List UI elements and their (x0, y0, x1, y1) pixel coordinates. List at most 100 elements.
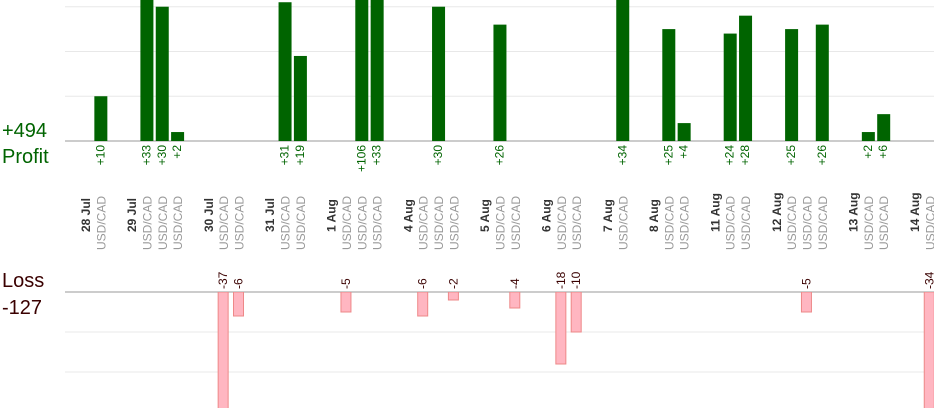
pair-label: USD/CAD (662, 196, 676, 250)
profit-bar (94, 96, 108, 141)
loss-bar (417, 292, 429, 317)
pair-label: USD/CAD (570, 196, 584, 250)
profit-bar (785, 29, 799, 141)
date-label: 11 Aug (708, 193, 722, 232)
loss-bar (447, 292, 459, 301)
profit-bar (616, 0, 630, 141)
pair-label: USD/CAD (877, 196, 891, 250)
value-label: -6 (416, 278, 430, 289)
date-label: 29 Jul (125, 198, 139, 232)
loss-bar (570, 292, 582, 333)
date-label: 7 Aug (601, 199, 615, 232)
loss-grid (65, 291, 934, 373)
pair-label: USD/CAD (447, 196, 461, 250)
value-label: -6 (232, 278, 246, 289)
value-label: +106 (354, 145, 368, 172)
profit-bar (355, 0, 369, 141)
pair-label: USD/CAD (555, 196, 569, 250)
value-label: -34 (922, 271, 934, 289)
pair-label: USD/CAD (294, 196, 308, 250)
loss-bar (800, 292, 812, 313)
value-label: +19 (293, 145, 307, 166)
pair-label: USD/CAD (724, 196, 738, 250)
pair-label: USD/CAD (616, 196, 630, 250)
value-label: +10 (93, 145, 107, 166)
pair-label: USD/CAD (816, 196, 830, 250)
profit-bar (293, 55, 307, 141)
value-label: +25 (784, 145, 798, 166)
value-label: +33 (139, 145, 153, 166)
date-label: 30 Jul (202, 198, 216, 232)
profit-bar (815, 24, 829, 141)
date-label: 12 Aug (770, 192, 784, 232)
value-label: -5 (799, 278, 813, 289)
loss-bar (555, 292, 567, 365)
loss-bar (340, 292, 352, 313)
value-label: -2 (446, 278, 460, 289)
pair-label: USD/CAD (432, 196, 446, 250)
value-label: -4 (508, 278, 522, 289)
date-label: 5 Aug (478, 199, 492, 232)
profit-bar (723, 33, 737, 141)
labels: 28 Jul USD/CAD +10 29 Jul USD/CAD +33 USD/CAD +… (79, 145, 934, 289)
pair-label: USD/CAD (417, 196, 431, 250)
date-label: 4 Aug (401, 199, 415, 232)
loss-bar (923, 292, 934, 408)
profit-bar (171, 132, 185, 141)
date-label: 28 Jul (79, 198, 93, 232)
value-label: +26 (492, 145, 506, 166)
pair-label: USD/CAD (862, 196, 876, 250)
loss-total: -127 (2, 297, 42, 319)
date-label: 6 Aug (540, 199, 554, 232)
loss-bar (509, 292, 521, 309)
value-label: -18 (554, 271, 568, 289)
pair-label: USD/CAD (340, 196, 354, 250)
profit-bar (370, 0, 384, 141)
pair-label: USD/CAD (156, 196, 170, 250)
profit-total: +494 (2, 120, 47, 142)
pair-label: USD/CAD (217, 196, 231, 250)
loss-bar (217, 292, 229, 408)
profit-bar (877, 114, 891, 141)
date-label: 31 Jul (263, 198, 277, 232)
pair-label: USD/CAD (785, 196, 799, 250)
pair-label: USD/CAD (140, 196, 154, 250)
profit-bar (155, 6, 169, 141)
pair-label: USD/CAD (94, 196, 108, 250)
value-label: +30 (155, 145, 169, 166)
pair-label: USD/CAD (233, 196, 247, 250)
value-label: +30 (431, 145, 445, 166)
date-label: 8 Aug (647, 199, 661, 232)
pair-label: USD/CAD (279, 196, 293, 250)
profit-bar (662, 29, 676, 141)
profit-bars (94, 0, 891, 141)
value-label: -10 (569, 271, 583, 289)
value-label: +4 (677, 145, 691, 159)
pair-label: USD/CAD (923, 196, 934, 250)
profit-bar (861, 132, 875, 141)
profit-bar (677, 123, 691, 141)
profit-bar (278, 2, 292, 141)
value-label: +2 (170, 145, 184, 159)
pair-label: USD/CAD (509, 196, 523, 250)
value-label: +2 (861, 145, 875, 159)
date-label: 14 Aug (908, 192, 922, 232)
profit-bar (739, 15, 753, 141)
value-label: +26 (815, 145, 829, 166)
value-label: +6 (876, 145, 890, 159)
profit-bar (432, 6, 446, 141)
loss-bar (233, 292, 244, 317)
profit-bar (493, 24, 507, 141)
profit-label: Profit (2, 146, 49, 168)
pair-label: USD/CAD (371, 196, 385, 250)
loss-label: Loss (2, 270, 44, 292)
date-label: 13 Aug (847, 192, 861, 232)
profit-bar (140, 0, 154, 141)
value-label: +25 (661, 145, 675, 166)
value-label: -37 (216, 271, 230, 289)
pair-label: USD/CAD (800, 196, 814, 250)
loss-bars (217, 292, 934, 408)
value-label: +34 (615, 145, 629, 166)
value-label: +31 (278, 145, 292, 166)
